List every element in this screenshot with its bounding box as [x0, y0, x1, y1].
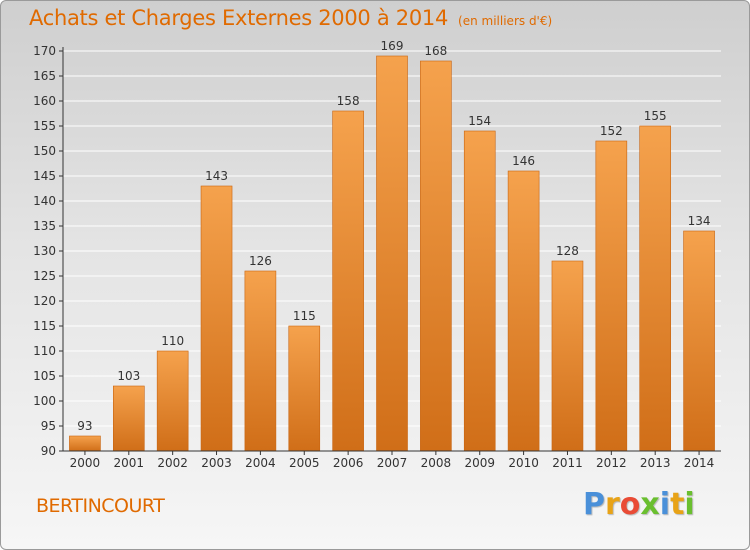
- y-tick-label: 155: [33, 119, 56, 133]
- y-tick-label: 150: [33, 144, 56, 158]
- data-label: 103: [117, 369, 140, 383]
- x-tick-label: 2009: [464, 456, 495, 470]
- logo-letter: i: [659, 487, 671, 522]
- bar-2005: [288, 325, 321, 452]
- y-tick-label: 90: [41, 444, 56, 458]
- y-tick-label: 100: [33, 394, 56, 408]
- x-tick-label: 2002: [157, 456, 188, 470]
- chart-subtitle: (en milliers d'€): [458, 14, 553, 28]
- x-tick-label: 2006: [333, 456, 364, 470]
- data-label: 126: [249, 254, 272, 268]
- bars: [69, 55, 715, 452]
- bar-2013: [639, 125, 672, 452]
- logo-letter: r: [605, 487, 620, 522]
- logo-letter: o: [619, 487, 641, 522]
- y-tick-label: 120: [33, 294, 56, 308]
- bar-2011: [551, 260, 584, 452]
- bar-2014: [683, 230, 715, 452]
- x-tick-label: 2007: [377, 456, 408, 470]
- data-label: 155: [644, 109, 667, 123]
- chart-title: Achats et Charges Externes 2000 à 2014 (e…: [29, 6, 552, 30]
- y-tick-label: 160: [33, 94, 56, 108]
- chart-title-text: Achats et Charges Externes 2000 à 2014: [29, 6, 449, 30]
- bar-2000: [69, 435, 101, 452]
- y-tick-label: 165: [33, 69, 56, 83]
- x-tick-label: 2005: [289, 456, 320, 470]
- proxiti-logo: Proxiti: [583, 487, 695, 522]
- town-name: BERTINCOURT: [36, 495, 165, 517]
- data-label: 152: [600, 124, 623, 138]
- logo-letter: x: [640, 487, 660, 522]
- data-label: 168: [424, 44, 447, 58]
- x-tick-label: 2001: [114, 456, 145, 470]
- bar-2003: [200, 185, 233, 452]
- data-label: 93: [77, 419, 92, 433]
- y-tick-label: 105: [33, 369, 56, 383]
- x-tick-label: 2000: [70, 456, 101, 470]
- data-label: 115: [293, 309, 316, 323]
- logo-letter: t: [670, 487, 685, 522]
- y-tick-label: 140: [33, 194, 56, 208]
- bar-2002: [156, 350, 189, 452]
- bar-2001: [113, 385, 145, 452]
- bar-2006: [332, 110, 364, 452]
- x-tick-label: 2004: [245, 456, 276, 470]
- x-tick-label: 2008: [421, 456, 452, 470]
- data-label: 128: [556, 244, 579, 258]
- y-tick-label: 115: [33, 319, 56, 333]
- data-label: 143: [205, 169, 228, 183]
- bar-2012: [595, 140, 628, 452]
- x-tick-label: 2013: [640, 456, 671, 470]
- data-label: 169: [381, 39, 404, 53]
- y-tick-label: 110: [33, 344, 56, 358]
- x-tick-label: 2014: [684, 456, 715, 470]
- labels: 90 95 100 105 110 115 120 125 130 135 140 145 150 155…: [33, 39, 714, 470]
- x-tick-label: 2010: [508, 456, 539, 470]
- y-tick-label: 95: [41, 419, 56, 433]
- data-label: 146: [512, 154, 535, 168]
- data-label: 134: [688, 214, 711, 228]
- x-tick-label: 2012: [596, 456, 627, 470]
- y-tick-label: 130: [33, 244, 56, 258]
- logo-letter: i: [684, 487, 695, 522]
- y-tick-label: 135: [33, 219, 56, 233]
- y-tick-label: 125: [33, 269, 56, 283]
- bar-2009: [463, 130, 496, 452]
- y-tick-label: 145: [33, 169, 56, 183]
- data-label: 154: [468, 114, 491, 128]
- bar-2008: [420, 60, 452, 452]
- x-tick-label: 2003: [201, 456, 232, 470]
- bar-2007: [376, 55, 408, 452]
- data-label: 158: [337, 94, 360, 108]
- axes: [59, 47, 721, 455]
- y-tick-label: 170: [33, 44, 56, 58]
- x-tick-label: 2011: [552, 456, 583, 470]
- bar-2010: [507, 170, 540, 452]
- bar-2004: [244, 270, 277, 452]
- data-label: 110: [161, 334, 184, 348]
- logo-letter: P: [583, 487, 605, 522]
